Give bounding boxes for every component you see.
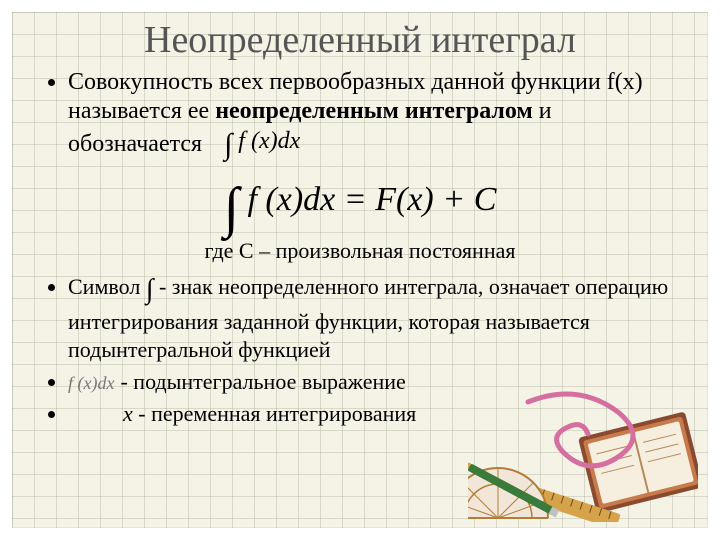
decor-art-icon: [468, 372, 698, 522]
where-line: где С – произвольная постоянная: [46, 238, 674, 264]
bullet-4-post: - переменная интегрирования: [133, 401, 417, 426]
bullet-2-pre: Символ: [68, 274, 146, 299]
bullet-4-var: x: [123, 401, 133, 426]
main-formula: ∫ f (x)dx = F(x) + C: [46, 181, 674, 226]
inline-formula: ∫ f (x)dx: [224, 127, 300, 164]
bullet-3-post: - подынтегральное выражение: [120, 369, 405, 394]
integral-sign-icon: ∫: [224, 128, 232, 161]
bullet-2-post: - знак неопределенного интеграла, означа…: [68, 274, 668, 362]
slide: Неопределенный интеграл Совокупность все…: [0, 0, 720, 540]
bullet-1: Совокупность всех первообразных данной ф…: [68, 68, 674, 163]
integral-sign-big-icon: ∫: [224, 192, 239, 226]
bullet-3-expr: f (x)dx: [68, 373, 114, 393]
slide-title: Неопределенный интеграл: [46, 18, 674, 62]
bullet-2: Символ ∫ - знак неопределенного интеграл…: [68, 272, 674, 364]
bullet-1-bold: неопределенным интегралом: [215, 98, 533, 124]
bullet-list: Совокупность всех первообразных данной ф…: [46, 68, 674, 163]
